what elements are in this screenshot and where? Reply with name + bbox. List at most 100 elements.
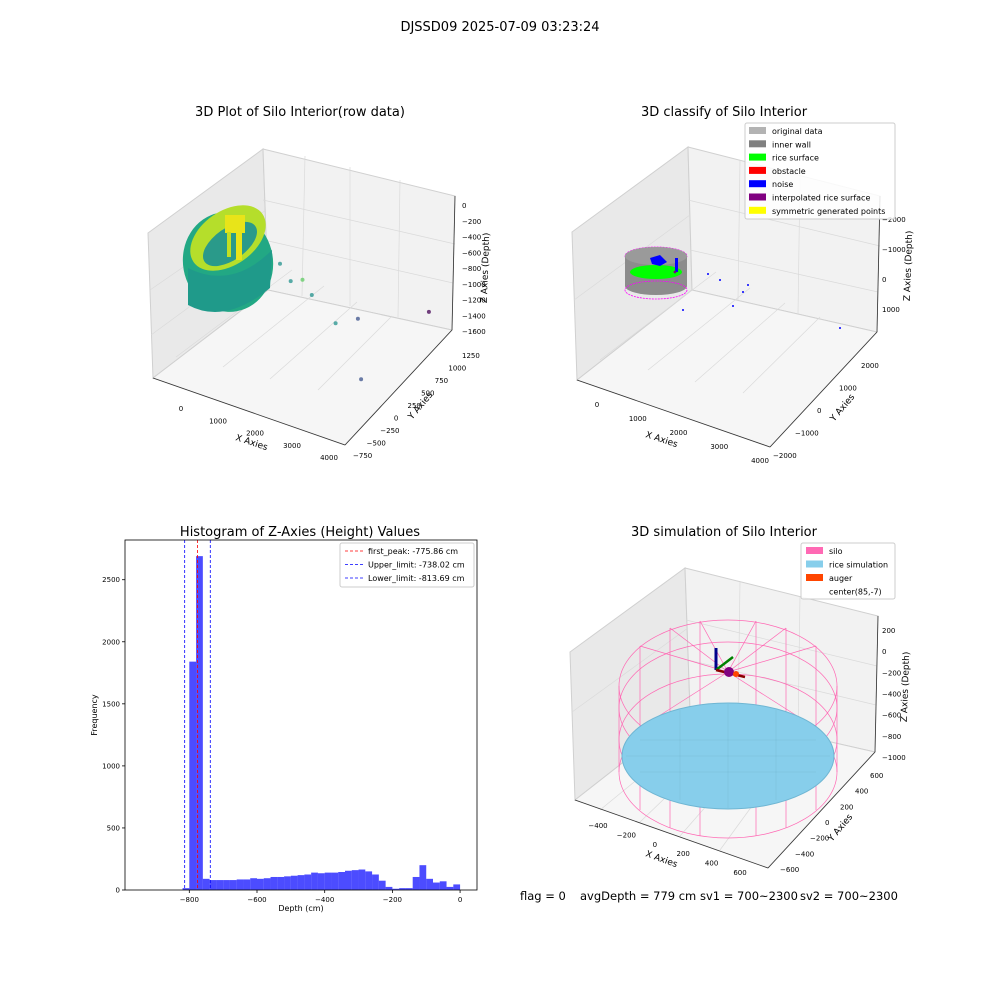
classify-legend-swatch <box>749 193 766 201</box>
sim-x-tick: 200 <box>677 850 690 858</box>
panel-raw-3d: 3D Plot of Silo Interior(row data) <box>147 105 492 462</box>
classify-legend-label: original data <box>772 127 823 136</box>
classify-legend-label: symmetric generated points <box>772 207 885 216</box>
hist-x-tick-label: −400 <box>315 896 334 904</box>
classify-x-tick: 2000 <box>670 429 688 437</box>
sim-z-tick: 200 <box>882 627 895 635</box>
hist-y-tick-label: 1500 <box>102 700 120 708</box>
classify-x-tick-labels: 0 1000 2000 3000 4000 <box>595 401 769 465</box>
classify-y-tick: −1000 <box>795 430 819 438</box>
classify-legend-label: obstacle <box>772 167 806 176</box>
raw-y-tick: −500 <box>367 440 386 448</box>
hist-bar <box>412 876 420 890</box>
sim-z-tick: 0 <box>882 648 886 656</box>
raw-y-tick: 1000 <box>448 365 466 373</box>
hist-bar <box>378 880 386 890</box>
hist-bar <box>446 886 454 890</box>
hist-bar <box>263 878 271 890</box>
sim-title: 3D simulation of Silo Interior <box>631 525 818 540</box>
hist-bar <box>189 661 197 890</box>
hist-bars <box>182 556 461 890</box>
raw-y-tick: 0 <box>394 415 398 423</box>
hist-bar <box>453 884 461 890</box>
raw-z-tick: −1600 <box>462 328 486 336</box>
hist-y-tick-label: 2000 <box>102 638 120 646</box>
classify-x-tick: 1000 <box>629 415 647 423</box>
raw-z-label: Z Axies (Depth) <box>480 233 492 304</box>
classify-x-tick: 0 <box>595 401 599 409</box>
raw-scatter-points <box>278 261 431 382</box>
hist-bar <box>277 876 285 890</box>
classify-legend-swatch <box>749 127 766 134</box>
raw-y-tick: −250 <box>380 427 399 435</box>
hist-bar <box>297 875 305 890</box>
raw-scatter-point <box>333 321 338 326</box>
raw-z-tick: −1000 <box>462 281 486 289</box>
raw-point-cloud <box>182 205 274 313</box>
sim-legend-swatch <box>806 560 823 568</box>
classify-z-tick: 0 <box>882 276 886 284</box>
panel-classify-title: 3D classify of Silo Interior <box>641 105 808 120</box>
classify-legend-label: rice surface <box>772 154 819 163</box>
classify-z-tick-labels: 1000 0 −1000 −2000 <box>882 216 906 314</box>
classify-x-tick: 3000 <box>710 443 728 451</box>
classify-z-tick: −1000 <box>882 246 906 254</box>
hist-bar <box>284 876 291 890</box>
raw-scatter-point <box>355 316 360 321</box>
raw-scatter-point <box>309 293 314 297</box>
panel-classify-3d: 3D classify of Silo Interior <box>571 105 915 465</box>
raw-scatter-point <box>300 277 305 282</box>
hist-x-label: Depth (cm) <box>278 904 323 913</box>
classify-legend-label: interpolated rice surface <box>772 194 870 203</box>
classify-legend-swatch <box>749 166 766 174</box>
hist-x-tick-label: −200 <box>383 896 402 904</box>
hist-x-tick-label: −600 <box>247 896 266 904</box>
raw-z-tick: −800 <box>462 265 481 273</box>
sim-x-tick: 400 <box>705 860 718 868</box>
figure-title: DJSSD09 2025-07-09 03:23:24 <box>400 20 599 35</box>
raw-scatter-point <box>278 261 282 266</box>
classify-legend-label: inner wall <box>772 140 811 149</box>
hist-legend-label: Lower_limit: -813.69 cm <box>368 574 465 583</box>
sim-legend: silo rice simulation auger center(85,-7) <box>800 542 896 600</box>
classify-legend-swatch <box>749 206 766 214</box>
sim-x-tick: −200 <box>617 831 636 839</box>
sim-z-tick-labels: 200 0 −200 −400 −600 −800 −1000 <box>882 627 906 762</box>
raw-y-tick: 750 <box>435 377 448 385</box>
classify-y-tick: 2000 <box>861 362 879 370</box>
hist-title: Histogram of Z-Axies (Height) Values <box>180 525 420 540</box>
sim-legend-label: center(85,-7) <box>829 588 882 597</box>
sim-legend-swatch <box>806 547 823 554</box>
classify-legend-swatch <box>749 153 766 161</box>
hist-bar <box>338 872 345 890</box>
hist-axes-frame <box>124 539 478 891</box>
footer-flag: flag = 0 <box>520 889 566 903</box>
raw-x-tick-labels: 0 1000 2000 3000 4000 <box>179 405 338 462</box>
classify-y-tick-labels: −2000 −1000 0 1000 2000 <box>773 362 879 460</box>
raw-z-tick: −600 <box>462 249 481 257</box>
classify-legend-label: noise <box>772 180 793 189</box>
sim-z-label: Z Axies (Depth) <box>900 652 912 723</box>
hist-bar <box>358 869 366 890</box>
hist-legend: first_peak: -775.86 cm Upper_limit: -738.… <box>339 542 475 588</box>
hist-bar <box>405 888 413 890</box>
raw-x-tick: 4000 <box>320 454 338 462</box>
hist-bar <box>229 880 237 890</box>
sim-x-tick: −400 <box>588 822 607 830</box>
raw-3d-axes <box>152 195 456 446</box>
raw-z-tick: −400 <box>462 234 481 242</box>
hist-bar <box>419 865 427 890</box>
classify-noise-points <box>682 273 841 329</box>
raw-z-tick: −1200 <box>462 297 486 305</box>
hist-bar <box>311 872 318 890</box>
hist-y-tick-label: 2500 <box>102 576 120 584</box>
hist-bar <box>345 870 352 890</box>
raw-y-tick: 500 <box>421 390 434 398</box>
hist-x-tick-label: 0 <box>458 896 462 904</box>
footer-sv2: sv2 = 700~2300 <box>800 889 898 903</box>
hist-y-label: Frequency <box>90 694 99 736</box>
hist-bar <box>223 880 230 890</box>
sim-y-label: Y Axies <box>826 812 855 844</box>
sim-y-tick: −400 <box>795 850 814 858</box>
